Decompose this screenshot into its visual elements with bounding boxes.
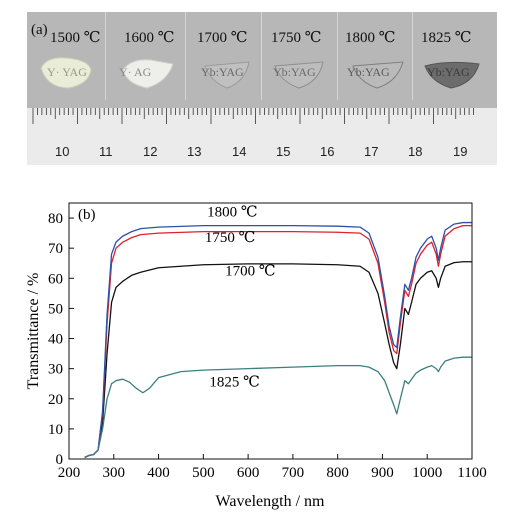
photo-divider xyxy=(105,12,106,100)
sample-temp-1800: 1800 ℃ xyxy=(345,30,396,46)
sample-temp-1500: 1500 ℃ xyxy=(50,30,101,46)
y-tick-label: 20 xyxy=(48,392,63,408)
sample-temp-1750: 1750 ℃ xyxy=(271,30,322,46)
sample-1750-disc xyxy=(274,61,324,89)
series-annotation: 1800 ℃ xyxy=(207,205,258,221)
x-tick-label: 800 xyxy=(326,465,349,481)
sample-text-1825: Yb:YAG xyxy=(427,65,470,79)
sample-text-1700: Yb:YAG xyxy=(201,65,244,79)
y-tick-label: 0 xyxy=(56,452,64,468)
series-line-1750 xyxy=(84,224,472,459)
y-tick-label: 30 xyxy=(48,362,63,378)
series-annotation: 1700 ℃ xyxy=(225,263,276,279)
sample-1500-disc xyxy=(40,57,92,89)
series-line-1700 xyxy=(84,261,472,459)
ruler-number: 14 xyxy=(232,144,247,159)
plot-frame xyxy=(68,202,473,460)
x-tick-label: 300 xyxy=(103,465,126,481)
sample-text-1600: Y· AG xyxy=(119,65,152,79)
photo-divider xyxy=(337,12,338,100)
ceramic-samples: Y· YAG Y· AG Yb:YAG Yb:YAG Yb:YAG Yb:YAG xyxy=(40,57,480,89)
photo-panel-label: (a) xyxy=(31,22,48,38)
y-tick-label: 50 xyxy=(48,301,63,317)
sample-temp-1825: 1825 ℃ xyxy=(421,30,472,46)
sample-1825-disc xyxy=(424,61,480,89)
series-line-1825 xyxy=(84,356,472,459)
photo-divider xyxy=(185,12,186,100)
ruler-number: 18 xyxy=(408,144,423,159)
ruler-number: 16 xyxy=(320,144,335,159)
sample-photo: (a) 1500 ℃ 1600 ℃ 1700 ℃ 1750 ℃ 1800 ℃ 1… xyxy=(27,12,497,165)
ruler: 10 11 12 13 14 15 16 17 18 19 xyxy=(27,108,497,165)
chart-panel-label: (b) xyxy=(78,207,96,223)
photo-divider xyxy=(412,12,413,100)
y-tick-label: 40 xyxy=(48,332,63,348)
x-tick-label: 1000 xyxy=(412,465,442,481)
x-tick-label: 1100 xyxy=(457,465,486,481)
x-tick-label: 500 xyxy=(192,465,215,481)
sample-1600-disc xyxy=(122,59,174,89)
sample-1700-disc xyxy=(204,61,250,89)
ruler-number: 12 xyxy=(143,144,158,159)
ruler-number: 11 xyxy=(99,144,113,159)
x-tick-label: 400 xyxy=(147,465,170,481)
ruler-number: 17 xyxy=(364,144,379,159)
ruler-number: 19 xyxy=(453,144,468,159)
sample-text-1800: Yb:YAG xyxy=(347,65,390,79)
transmittance-chart: 200 300 400 500 600 700 800 900 1000 1100 0 10 20 30 4… xyxy=(25,202,487,510)
sample-temp-1700: 1700 ℃ xyxy=(197,30,248,46)
ruler-number: 15 xyxy=(276,144,291,159)
sample-1800-disc xyxy=(352,61,404,89)
x-tick-label: 200 xyxy=(58,465,81,481)
sample-text-1500: Y· YAG xyxy=(47,65,87,79)
x-tick-label: 700 xyxy=(282,465,305,481)
ruler-number: 13 xyxy=(187,144,202,159)
x-tick-label: 900 xyxy=(371,465,394,481)
sample-temp-1600: 1600 ℃ xyxy=(124,30,175,46)
y-tick-label: 60 xyxy=(48,271,63,287)
sample-text-1750: Yb:YAG xyxy=(273,65,316,79)
series-annotation: 1750 ℃ xyxy=(205,230,256,246)
photo-divider xyxy=(261,12,262,100)
x-axis-label: Wavelength / nm xyxy=(216,493,325,510)
y-axis-label: Transmittance / % xyxy=(25,273,42,390)
series-line-1800 xyxy=(84,221,472,459)
y-tick-label: 70 xyxy=(48,241,63,257)
x-tick-label: 600 xyxy=(237,465,260,481)
y-tick-label: 10 xyxy=(48,422,63,438)
series-annotation: 1825 ℃ xyxy=(209,375,260,391)
ruler-ticks xyxy=(32,108,474,124)
y-tick-label: 80 xyxy=(48,211,63,227)
ruler-number: 10 xyxy=(55,144,70,159)
